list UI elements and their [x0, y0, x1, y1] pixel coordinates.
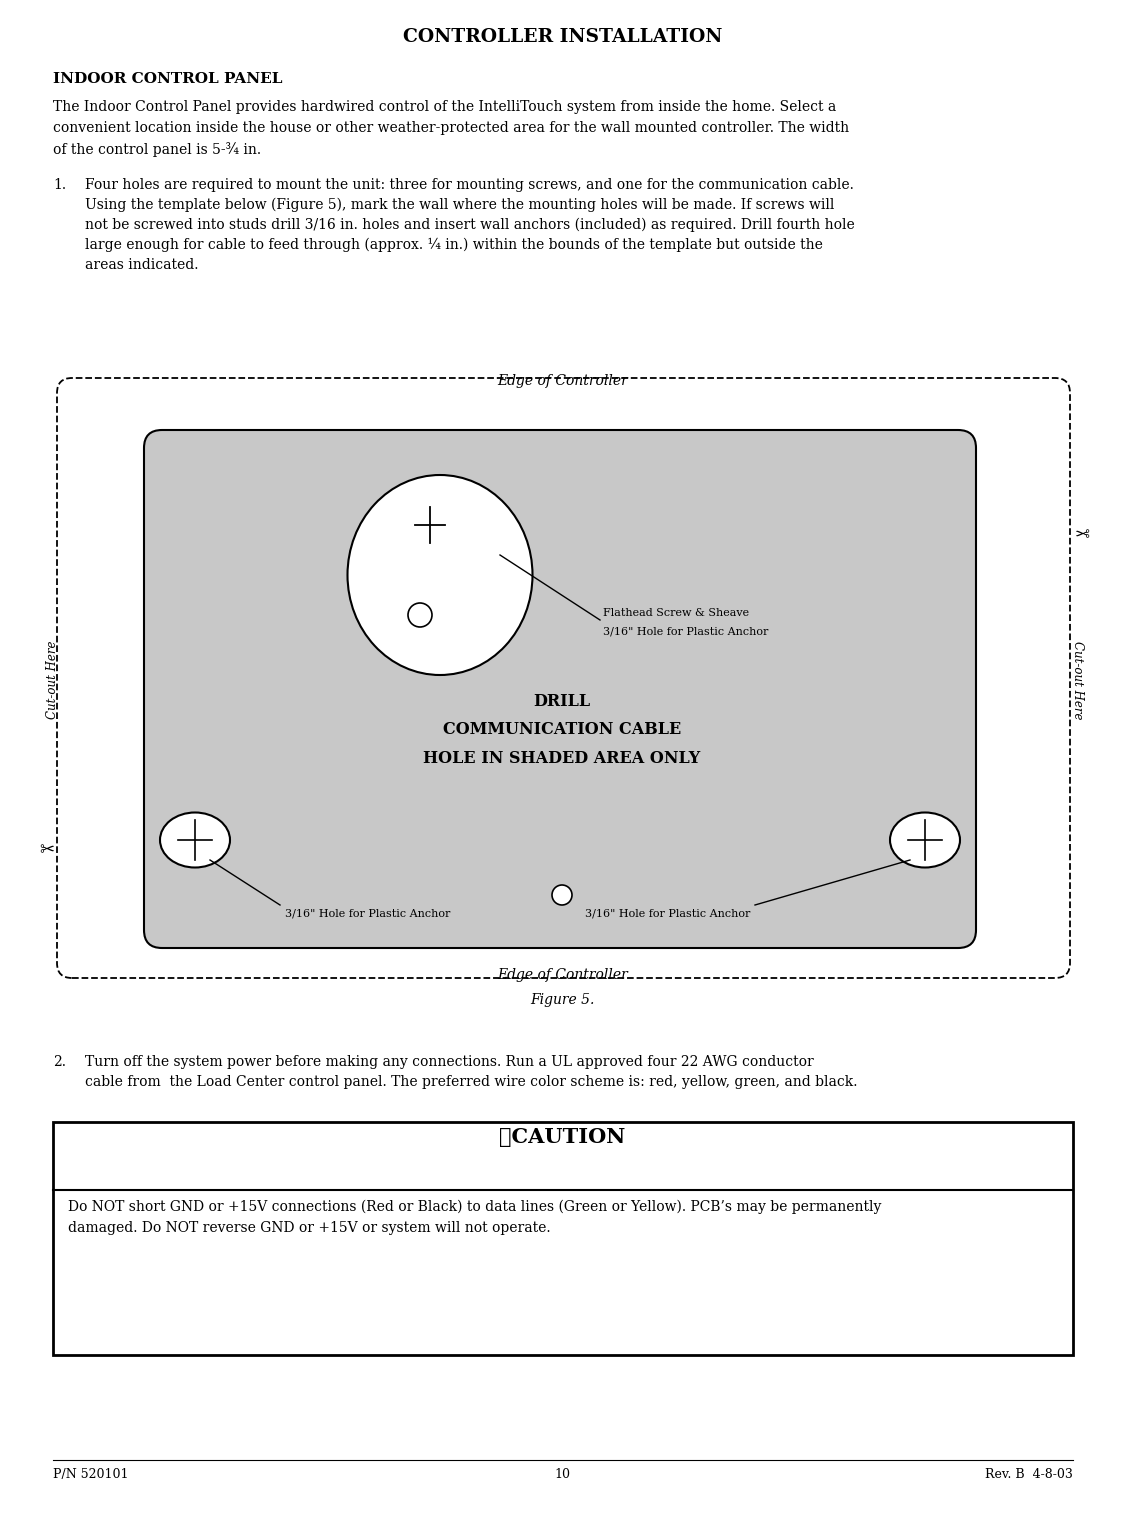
- Text: Cut-out Here: Cut-out Here: [45, 640, 58, 719]
- Text: Turn off the system power before making any connections. Run a UL approved four : Turn off the system power before making …: [86, 1055, 813, 1070]
- Text: Rev. B  4-8-03: Rev. B 4-8-03: [986, 1468, 1073, 1481]
- Text: Four holes are required to mount the unit: three for mounting screws, and one fo: Four holes are required to mount the uni…: [86, 179, 854, 192]
- Bar: [53, 1123, 1073, 1356]
- Text: Figure 5.: Figure 5.: [530, 993, 595, 1008]
- Text: ⚠CAUTION: ⚠CAUTION: [500, 1127, 626, 1147]
- Ellipse shape: [348, 475, 532, 675]
- Text: CONTROLLER INSTALLATION: CONTROLLER INSTALLATION: [403, 29, 722, 45]
- Text: Using the template below (Figure 5), mark the wall where the mounting holes will: Using the template below (Figure 5), mar…: [86, 198, 835, 212]
- Text: large enough for cable to feed through (approx. ¼ in.) within the bounds of the : large enough for cable to feed through (…: [86, 238, 822, 253]
- Text: Do NOT short GND or +15V connections (Red or Black) to data lines (Green or Yell: Do NOT short GND or +15V connections (Re…: [68, 1200, 881, 1235]
- Text: ✂: ✂: [1074, 520, 1089, 539]
- Text: ✂: ✂: [39, 841, 54, 859]
- Text: not be screwed into studs drill 3/16 in. holes and insert wall anchors (included: not be screwed into studs drill 3/16 in.…: [86, 218, 855, 233]
- Ellipse shape: [890, 812, 960, 867]
- Text: INDOOR CONTROL PANEL: INDOOR CONTROL PANEL: [53, 73, 282, 86]
- Text: 3/16" Hole for Plastic Anchor: 3/16" Hole for Plastic Anchor: [603, 626, 768, 635]
- Ellipse shape: [160, 812, 229, 867]
- Text: The Indoor Control Panel provides hardwired control of the IntelliTouch system f: The Indoor Control Panel provides hardwi…: [53, 100, 836, 113]
- Text: 3/16" Hole for Plastic Anchor: 3/16" Hole for Plastic Anchor: [585, 908, 750, 918]
- Circle shape: [552, 885, 572, 905]
- Text: Flathead Screw & Sheave: Flathead Screw & Sheave: [603, 608, 749, 617]
- FancyBboxPatch shape: [144, 430, 976, 949]
- Text: Cut-out Here: Cut-out Here: [1071, 640, 1084, 719]
- Text: Edge of Controller: Edge of Controller: [497, 374, 628, 387]
- Text: Edge of Controller: Edge of Controller: [497, 968, 628, 982]
- Text: areas indicated.: areas indicated.: [86, 259, 198, 272]
- Text: 3/16" Hole for Plastic Anchor: 3/16" Hole for Plastic Anchor: [285, 908, 450, 918]
- Text: of the control panel is 5-¾ in.: of the control panel is 5-¾ in.: [53, 142, 261, 157]
- Text: 10: 10: [555, 1468, 570, 1481]
- Text: P/N 520101: P/N 520101: [53, 1468, 128, 1481]
- Text: cable from  the Load Center control panel. The preferred wire color scheme is: r: cable from the Load Center control panel…: [86, 1076, 857, 1089]
- Circle shape: [408, 604, 432, 626]
- Text: 2.: 2.: [53, 1055, 66, 1070]
- Text: DRILL
COMMUNICATION CABLE
HOLE IN SHADED AREA ONLY: DRILL COMMUNICATION CABLE HOLE IN SHADED…: [423, 693, 701, 767]
- Text: convenient location inside the house or other weather-protected area for the wal: convenient location inside the house or …: [53, 121, 849, 135]
- Text: 1.: 1.: [53, 179, 66, 192]
